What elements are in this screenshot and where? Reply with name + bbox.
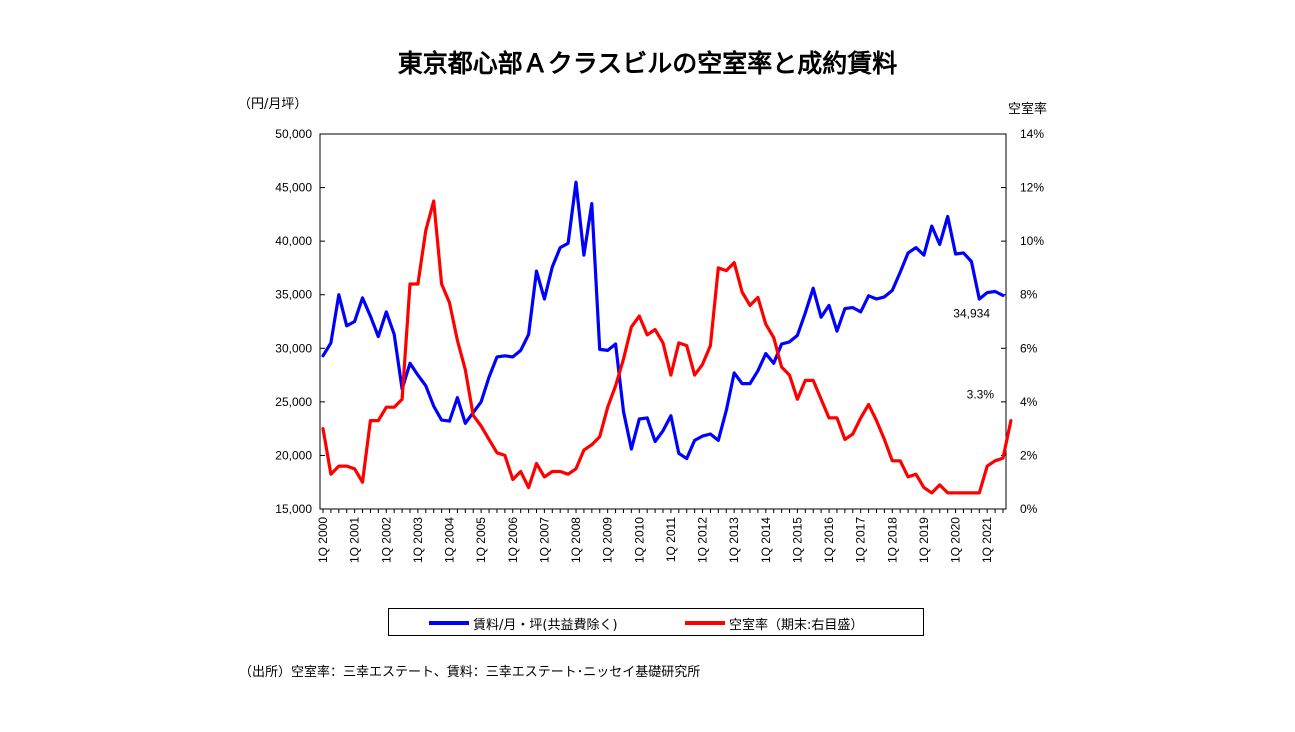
right-tick-label: 8% [1020,288,1038,302]
right-tick-label: 4% [1020,395,1038,409]
left-axis-label: （円/月坪） [238,97,307,112]
left-tick-label: 40,000 [275,234,312,248]
plot-frame [319,133,1007,510]
right-tick-label: 10% [1020,234,1044,248]
left-tick-label: 25,000 [275,395,312,409]
right-tick-label: 12% [1020,181,1044,195]
x-tick-label: 1Q 2017 [854,517,868,563]
left-tick-label: 35,000 [275,288,312,302]
legend-item-rent: 賃料/月・坪(共益費除く) [429,614,618,633]
x-tick-label: 1Q 2013 [727,517,741,563]
rent-end-label: 34,934 [953,306,990,320]
vacancy-end-label: 3.3% [967,388,995,402]
annotations: 34,934 3.3% [953,306,994,401]
x-tick-label: 1Q 2019 [917,517,931,563]
x-tick-label: 1Q 2014 [759,517,773,563]
right-tick-label: 2% [1020,448,1038,462]
legend-label-vacancy: 空室率（期末:右目盛） [729,617,864,633]
right-axis-label: 空室率 [1008,101,1047,117]
left-tick-label: 45,000 [275,181,312,195]
x-tick-label: 1Q 2002 [379,517,393,563]
x-tick-label: 1Q 2008 [569,517,583,563]
x-tick-label: 1Q 2020 [949,517,963,563]
x-tick-label: 1Q 2012 [696,517,710,563]
x-tick-label: 1Q 2003 [411,517,425,563]
legend-swatch-vacancy [685,621,725,625]
legend-swatch-rent [429,621,469,625]
x-tick-label: 1Q 2001 [348,517,362,563]
legend-label-rent: 賃料/月・坪(共益費除く) [473,617,618,633]
right-tick-label: 6% [1020,341,1038,355]
right-tick-label: 0% [1020,502,1038,516]
vacancy-series-line [321,199,1013,495]
x-tick-label: 1Q 2000 [316,517,330,563]
rent-series-line [321,180,1005,461]
series-group [321,180,1013,495]
source-note: （出所）空室率：三幸エステート、賃料：三幸エステート･ニッセイ基礎研究所 [239,665,701,680]
x-tick-label: 1Q 2007 [537,517,551,563]
x-tick-label: 1Q 2011 [664,517,678,562]
x-tick-label: 1Q 2015 [790,517,804,563]
legend-item-vacancy: 空室率（期末:右目盛） [685,614,864,633]
left-tick-label: 30,000 [275,341,312,355]
right-tick-label: 14% [1020,127,1044,141]
x-tick-label: 1Q 2021 [980,517,994,563]
left-tick-label: 50,000 [275,127,312,141]
x-tick-label: 1Q 2010 [632,517,646,563]
x-tick-label: 1Q 2004 [443,517,457,563]
axis-ticks: 15,000 20,000 25,000 30,000 35,000 40,000 45,0… [275,127,1044,563]
x-tick-label: 1Q 2009 [601,517,615,563]
left-tick-label: 15,000 [275,502,312,516]
legend: 賃料/月・坪(共益費除く) 空室率（期末:右目盛） [388,608,924,636]
plot-area [319,133,1007,510]
chart-title: 東京都心部Ａクラスビルの空室率と成約賃料 [397,49,898,78]
x-tick-label: 1Q 2018 [885,517,899,563]
left-tick-label: 20,000 [275,448,312,462]
x-tick-label: 1Q 2016 [822,517,836,563]
x-tick-label: 1Q 2006 [506,517,520,563]
x-tick-label: 1Q 2005 [474,517,488,563]
